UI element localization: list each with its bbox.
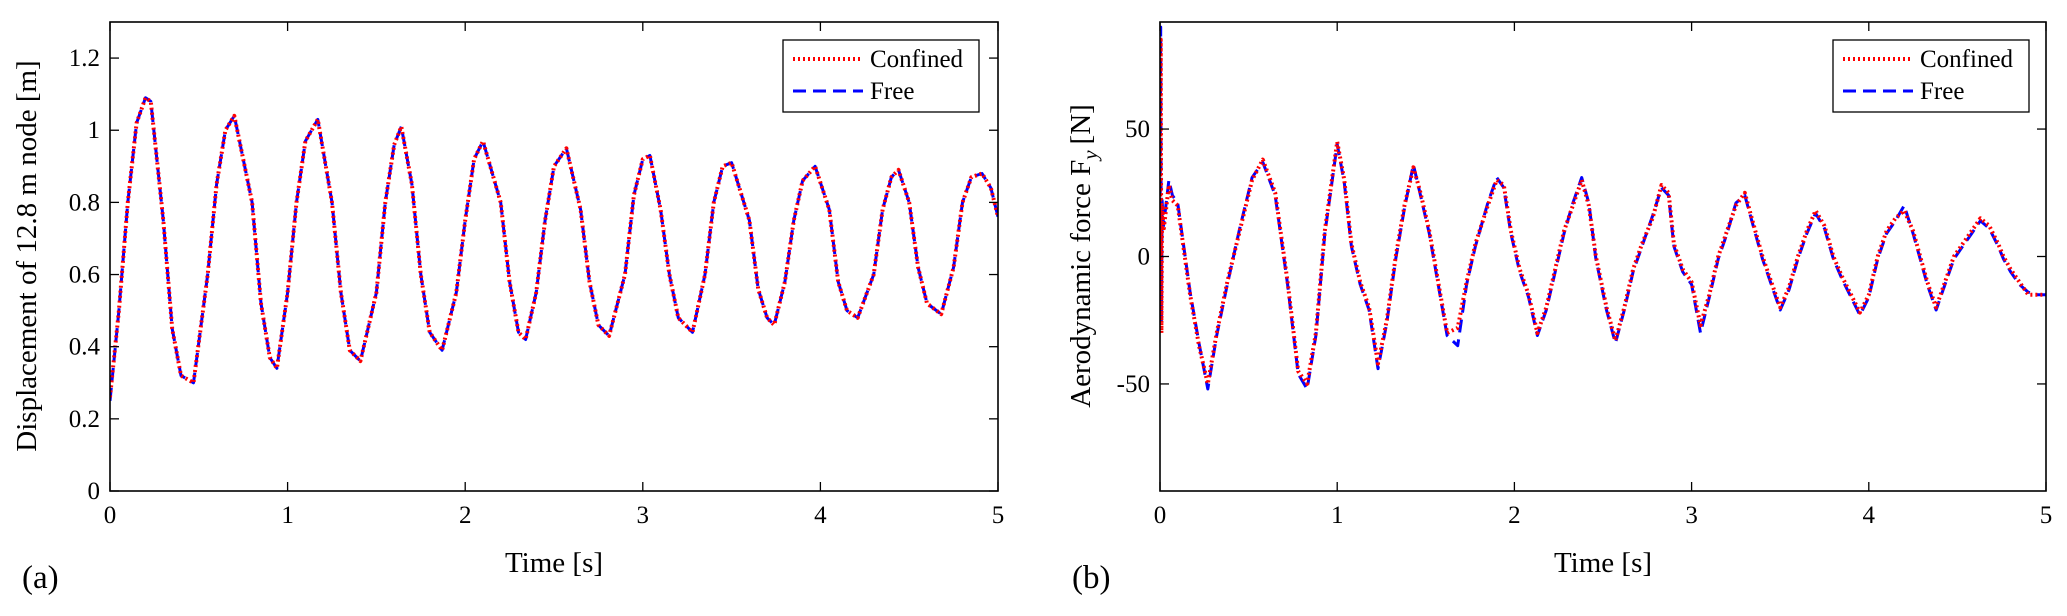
y-axis-label: Aerodynamic force Fy [N] bbox=[1065, 104, 1102, 408]
legend: Confined Free bbox=[1832, 39, 2030, 113]
x-axis-label: Time [s] bbox=[1554, 547, 1652, 579]
y-tick-label: -50 bbox=[1117, 371, 1150, 398]
y-axis-label-unit: [N] bbox=[1065, 104, 1097, 144]
y-tick-label: 50 bbox=[1125, 116, 1150, 143]
y-tick-label: 1.2 bbox=[69, 45, 100, 72]
x-tick-label: 5 bbox=[2040, 502, 2053, 529]
plot-frame bbox=[109, 21, 999, 492]
legend: Confined Free bbox=[782, 39, 980, 113]
legend-box bbox=[782, 39, 980, 113]
y-axis-label-subscript: y bbox=[1078, 150, 1102, 162]
y-tick-label: 1 bbox=[88, 117, 101, 144]
x-tick-label: 2 bbox=[1508, 502, 1521, 529]
x-tick-label: 1 bbox=[1331, 502, 1344, 529]
legend-label-free: Free bbox=[1920, 78, 1964, 105]
panel-b: 0 1 2 3 4 5 -50 0 50 Time [s] Aerodynamic force … bbox=[1065, 21, 2053, 596]
y-tick-label: 0.8 bbox=[69, 189, 100, 216]
legend-box bbox=[1832, 39, 2030, 113]
x-tick-label: 3 bbox=[1685, 502, 1698, 529]
y-tick-label: 0 bbox=[88, 478, 101, 505]
x-tick-label: 0 bbox=[1154, 502, 1167, 529]
x-tick-label: 5 bbox=[992, 502, 1005, 529]
y-tick-label: 0.2 bbox=[69, 406, 100, 433]
x-axis-label: Time [s] bbox=[505, 547, 603, 579]
x-tick-label: 4 bbox=[1863, 502, 1876, 529]
x-tick-label: 4 bbox=[814, 502, 827, 529]
x-tick-label: 3 bbox=[637, 502, 650, 529]
legend-label-confined: Confined bbox=[870, 46, 964, 73]
x-tick-label: 1 bbox=[281, 502, 294, 529]
x-tick-label: 0 bbox=[104, 502, 117, 529]
y-tick-label: 0 bbox=[1138, 244, 1151, 271]
y-tick-label: 0.4 bbox=[69, 334, 101, 361]
series-line-confined bbox=[110, 95, 998, 398]
panel-label: (a) bbox=[22, 560, 59, 596]
y-axis-label-main: Aerodynamic force F bbox=[1065, 160, 1097, 408]
series-line-confined bbox=[1160, 37, 2046, 386]
y-axis-label: Displacement of 12.8 m node [m] bbox=[11, 60, 43, 451]
panel-a: 0 1 2 3 4 5 0 0.2 0.4 0.6 0.8 1 1.2 Time [s] Displac… bbox=[11, 21, 1005, 596]
legend-label-confined: Confined bbox=[1920, 46, 2014, 73]
x-tick-label: 2 bbox=[459, 502, 472, 529]
panel-label: (b) bbox=[1072, 560, 1110, 596]
y-tick-label: 0.6 bbox=[69, 262, 100, 289]
series-line-free bbox=[110, 96, 998, 401]
legend-label-free: Free bbox=[870, 78, 914, 105]
